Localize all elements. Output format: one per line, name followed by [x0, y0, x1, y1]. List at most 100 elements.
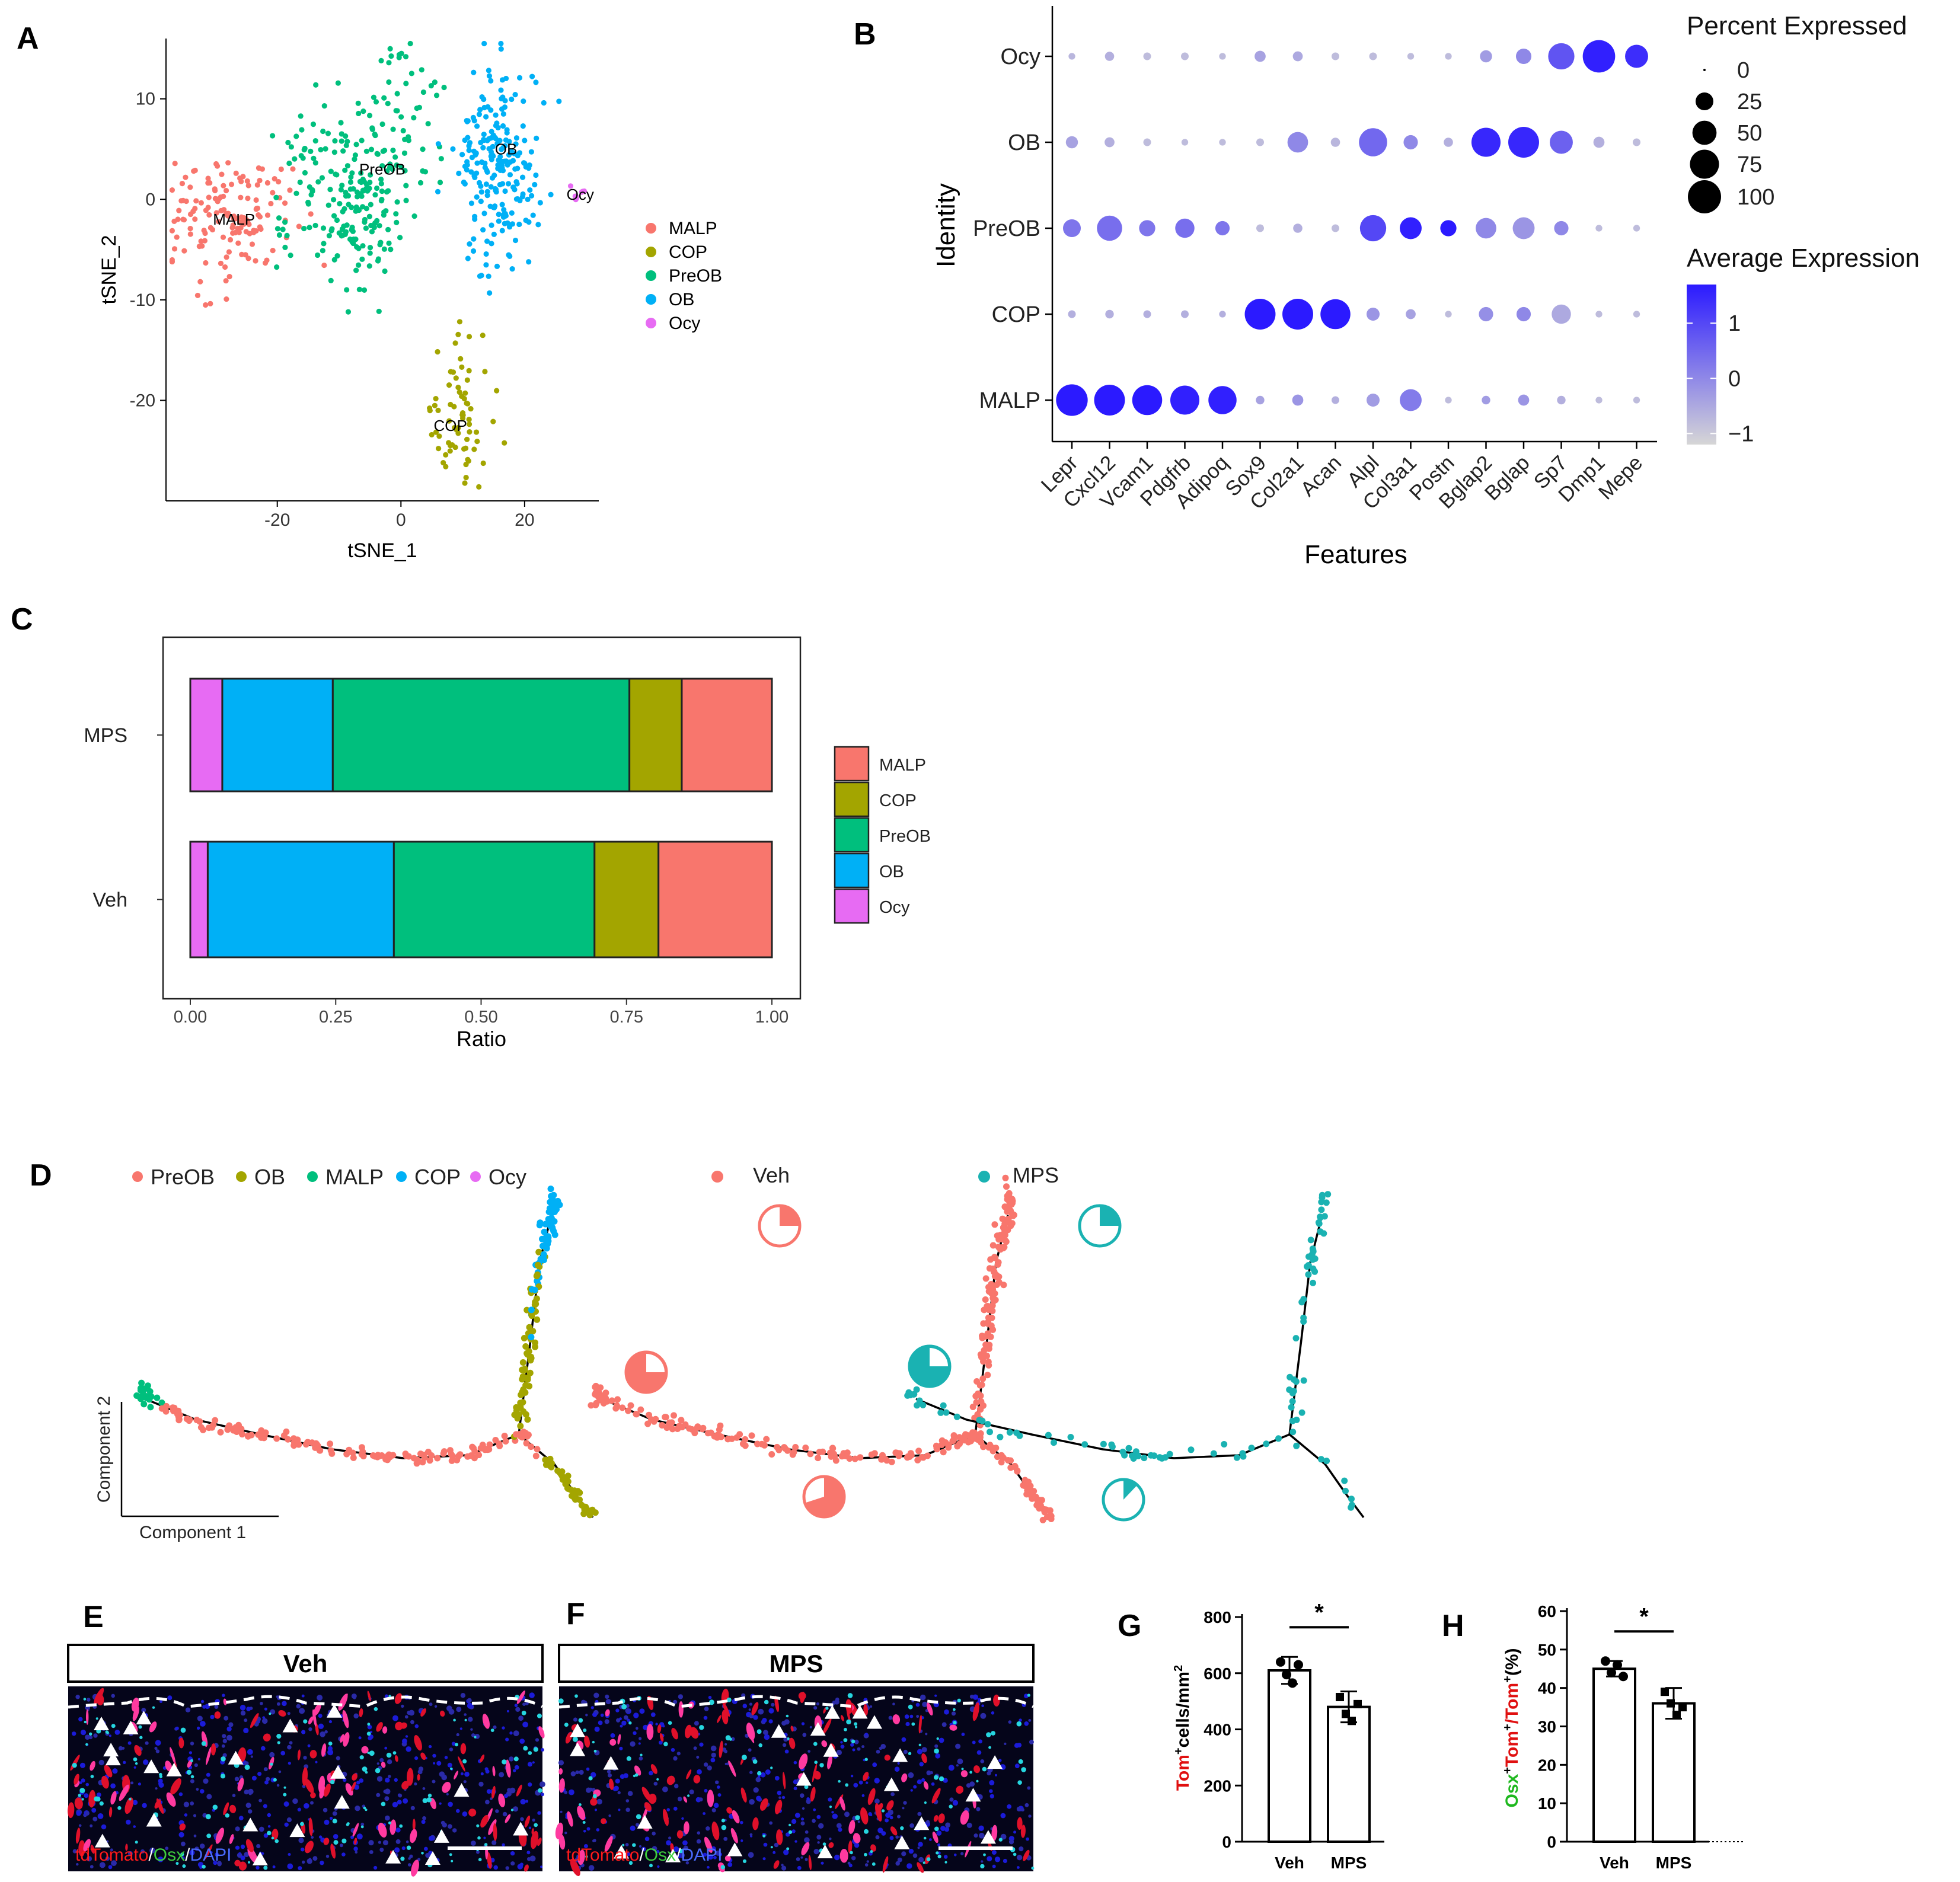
dapi-nucleus: [816, 1702, 820, 1706]
tsne-point-preob: [360, 188, 366, 194]
dapi-nucleus: [708, 1695, 712, 1699]
dapi-nucleus: [740, 1839, 743, 1842]
tsne-point-ob: [466, 148, 472, 154]
osx-nucleus: [422, 1798, 428, 1803]
tsne-point-cop: [457, 319, 463, 325]
trajectory-point: [531, 1286, 538, 1293]
tdtomato-cell: [684, 1821, 689, 1835]
osx-nucleus: [360, 1825, 364, 1829]
osx-nucleus: [386, 1752, 392, 1758]
osx-nucleus: [366, 1731, 371, 1736]
dapi-nucleus: [424, 1846, 428, 1851]
dapi-nucleus: [425, 1853, 430, 1858]
dapi-nucleus: [243, 1727, 249, 1733]
tsne-point-preob: [400, 127, 406, 134]
tsne-point-preob: [366, 113, 373, 119]
y-tick-label: 10: [1538, 1794, 1556, 1813]
dapi-nucleus: [727, 1862, 733, 1867]
dapi-nucleus: [222, 1739, 227, 1743]
legend-swatch-ocy: [646, 318, 656, 328]
tsne-point-cop: [453, 375, 459, 381]
size-legend-dot: [1696, 92, 1713, 110]
tdtomato-cell: [882, 1856, 889, 1873]
dapi-nucleus: [989, 1780, 995, 1785]
dapi-nucleus: [635, 1823, 640, 1827]
tsne-point-preob: [416, 104, 423, 110]
tdtomato-cell: [719, 1740, 723, 1758]
tdtomato-cell: [822, 1718, 832, 1734]
osx-nucleus: [374, 1707, 378, 1711]
dapi-nucleus: [1016, 1806, 1022, 1811]
tsne-point-malp: [245, 183, 251, 188]
osx-nucleus: [399, 1824, 403, 1828]
dapi-nucleus: [853, 1782, 858, 1788]
dapi-nucleus: [434, 1705, 438, 1708]
tdtomato-cell: [104, 1765, 113, 1778]
dapi-nucleus: [356, 1781, 360, 1785]
dapi-nucleus: [813, 1808, 816, 1811]
dapi-nucleus: [368, 1840, 374, 1846]
tsne-point-malp: [174, 234, 180, 240]
y-tick-label: -10: [130, 290, 155, 310]
trajectory-point: [994, 1453, 1001, 1461]
tsne-point-preob: [411, 115, 417, 121]
tsne-point-ob: [467, 241, 473, 247]
dot-cop-postn: [1445, 311, 1452, 318]
trajectory-point: [1210, 1450, 1217, 1457]
tsne-point-malp: [183, 174, 189, 180]
dapi-nucleus: [1024, 1721, 1029, 1726]
dapi-nucleus: [987, 1771, 991, 1776]
dapi-nucleus: [327, 1749, 334, 1756]
dot-cop-bglap2: [1479, 306, 1493, 322]
category-label: MPS: [84, 724, 127, 747]
tdtomato-cell: [790, 1726, 794, 1732]
dapi-nucleus: [210, 1851, 213, 1854]
tsne-point-ob: [465, 118, 471, 124]
tsne-point-ob: [494, 263, 500, 269]
dapi-nucleus: [141, 1849, 145, 1854]
dapi-nucleus: [402, 1738, 407, 1744]
y-axis-title: Identity: [931, 183, 960, 267]
tsne-point-preob: [338, 120, 344, 126]
tsne-point-preob: [320, 248, 325, 254]
osx-nucleus: [814, 1760, 818, 1764]
dapi-nucleus: [762, 1857, 766, 1861]
dapi-nucleus: [528, 1826, 532, 1829]
tdtomato-cell: [884, 1755, 890, 1761]
tsne-point-cop: [427, 405, 433, 411]
dapi-nucleus: [99, 1862, 106, 1868]
tsne-point-preob: [274, 226, 281, 232]
dot-ocy-lepr: [1068, 53, 1075, 60]
tsne-point-ob: [474, 170, 480, 176]
dapi-nucleus: [502, 1811, 507, 1817]
dapi-nucleus: [368, 1736, 372, 1740]
dot-ocy-mepe: [1625, 44, 1648, 68]
osx-nucleus: [273, 1778, 277, 1782]
tdtomato-cell: [323, 1838, 330, 1845]
data-point-veh: [1613, 1660, 1622, 1670]
trajectory-point: [283, 1428, 290, 1435]
arrowhead-marker: [665, 1848, 681, 1862]
tdtomato-cell: [932, 1832, 938, 1843]
dapi-nucleus: [821, 1861, 824, 1865]
dapi-nucleus: [894, 1766, 900, 1772]
trajectory-point: [186, 1416, 193, 1423]
dapi-nucleus: [666, 1840, 672, 1846]
dapi-nucleus: [428, 1744, 432, 1749]
panel-a-points: [169, 40, 588, 490]
dapi-nucleus: [206, 1794, 212, 1800]
dapi-nucleus: [723, 1836, 728, 1841]
dapi-nucleus: [85, 1811, 90, 1816]
tdtomato-cell: [214, 1711, 221, 1719]
dapi-nucleus: [713, 1803, 719, 1808]
trajectory-point: [915, 1448, 922, 1455]
tsne-point-preob: [356, 286, 362, 292]
tdtomato-cell: [724, 1855, 731, 1862]
data-point-mps: [1667, 1699, 1675, 1708]
trajectory-point: [1293, 1442, 1300, 1449]
tsne-point-ob: [530, 212, 536, 218]
tsne-point-ob: [484, 238, 490, 244]
dapi-nucleus: [189, 1751, 192, 1755]
dapi-nucleus: [635, 1727, 639, 1730]
